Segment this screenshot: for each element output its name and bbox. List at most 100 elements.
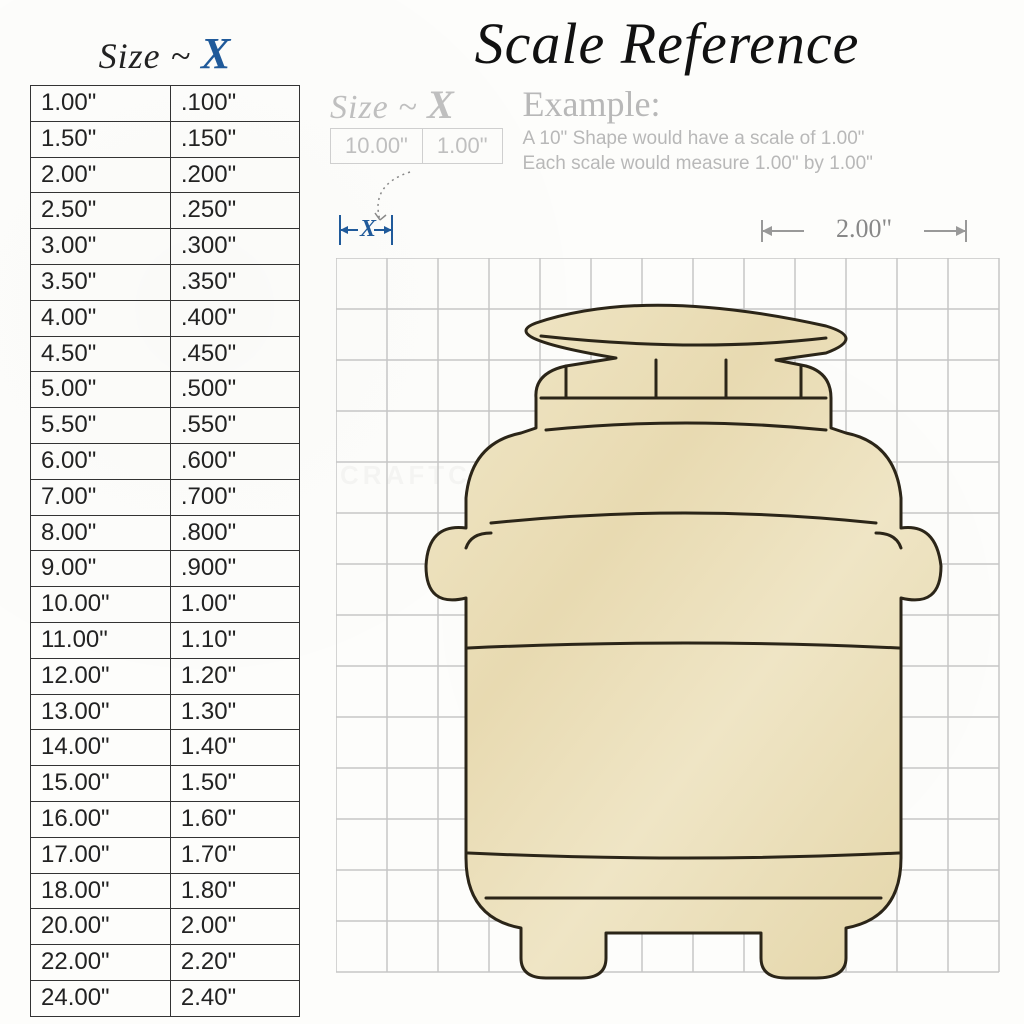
table-row: 12.00"1.20" bbox=[31, 658, 300, 694]
table-row: 7.00".700" bbox=[31, 479, 300, 515]
scale-cell: 2.40" bbox=[170, 980, 299, 1016]
table-row: 2.00".200" bbox=[31, 157, 300, 193]
size-cell: 6.00" bbox=[31, 443, 171, 479]
table-row: 5.00".500" bbox=[31, 372, 300, 408]
scale-cell: 1.80" bbox=[170, 873, 299, 909]
scale-cell: 1.00" bbox=[170, 587, 299, 623]
grid-svg bbox=[336, 258, 1008, 998]
scale-cell: 2.00" bbox=[170, 909, 299, 945]
scale-cell: 1.30" bbox=[170, 694, 299, 730]
size-cell: 12.00" bbox=[31, 658, 171, 694]
mini-heading: Size ~ X bbox=[330, 81, 503, 128]
size-cell: 20.00" bbox=[31, 909, 171, 945]
table-row: 11.00"1.10" bbox=[31, 622, 300, 658]
table-row: 20.00"2.00" bbox=[31, 909, 300, 945]
table-row: 13.00"1.30" bbox=[31, 694, 300, 730]
size-cell: 16.00" bbox=[31, 801, 171, 837]
table-heading-x: X bbox=[201, 29, 231, 78]
size-cell: 3.50" bbox=[31, 264, 171, 300]
scale-cell: .150" bbox=[170, 121, 299, 157]
example-title: Example: bbox=[523, 83, 1004, 125]
size-cell: 8.00" bbox=[31, 515, 171, 551]
reference-panel: Scale Reference Size ~ X 10.00" 1.00" Ex… bbox=[330, 10, 1004, 176]
scale-cell: .200" bbox=[170, 157, 299, 193]
size-cell: 17.00" bbox=[31, 837, 171, 873]
size-cell: 1.50" bbox=[31, 121, 171, 157]
size-cell: 5.00" bbox=[31, 372, 171, 408]
size-cell: 2.00" bbox=[31, 157, 171, 193]
scale-cell: 2.20" bbox=[170, 945, 299, 981]
scale-table: 1.00".100"1.50".150"2.00".200"2.50".250"… bbox=[30, 85, 300, 1017]
size-cell: 5.50" bbox=[31, 408, 171, 444]
example-line-2: Each scale would measure 1.00" by 1.00" bbox=[523, 152, 1004, 177]
dimension-two-inch: 2.00" bbox=[744, 210, 984, 250]
size-cell: 10.00" bbox=[31, 587, 171, 623]
size-cell: 24.00" bbox=[31, 980, 171, 1016]
mini-size-block: Size ~ X 10.00" 1.00" bbox=[330, 81, 503, 164]
scale-cell: 1.70" bbox=[170, 837, 299, 873]
size-cell: 4.00" bbox=[31, 300, 171, 336]
table-row: 1.00".100" bbox=[31, 86, 300, 122]
size-cell: 1.00" bbox=[31, 86, 171, 122]
mini-heading-prefix: Size ~ bbox=[330, 89, 427, 126]
scale-cell: .900" bbox=[170, 551, 299, 587]
dimension-x-label: X bbox=[360, 216, 376, 243]
size-cell: 2.50" bbox=[31, 193, 171, 229]
table-row: 8.00".800" bbox=[31, 515, 300, 551]
table-row: 4.50".450" bbox=[31, 336, 300, 372]
scale-cell: .100" bbox=[170, 86, 299, 122]
scale-cell: .400" bbox=[170, 300, 299, 336]
size-cell: 11.00" bbox=[31, 622, 171, 658]
table-row: 2.50".250" bbox=[31, 193, 300, 229]
dimension-two-inch-label: 2.00" bbox=[744, 214, 984, 244]
scale-cell: .550" bbox=[170, 408, 299, 444]
scale-cell: 1.50" bbox=[170, 766, 299, 802]
example-line-1: A 10" Shape would have a scale of 1.00" bbox=[523, 127, 1004, 152]
example-block: Example: A 10" Shape would have a scale … bbox=[523, 81, 1004, 176]
table-heading: Size ~ X bbox=[30, 28, 300, 79]
table-row: 1.50".150" bbox=[31, 121, 300, 157]
mini-table-left: 10.00" bbox=[331, 129, 423, 164]
mini-table: 10.00" 1.00" bbox=[330, 128, 503, 164]
scale-cell: 1.60" bbox=[170, 801, 299, 837]
scale-cell: .700" bbox=[170, 479, 299, 515]
size-cell: 18.00" bbox=[31, 873, 171, 909]
table-row: 6.00".600" bbox=[31, 443, 300, 479]
mini-table-right: 1.00" bbox=[422, 129, 502, 164]
table-row: 14.00"1.40" bbox=[31, 730, 300, 766]
table-row: 10.00"1.00" bbox=[31, 587, 300, 623]
table-row: 3.50".350" bbox=[31, 264, 300, 300]
table-row: 16.00"1.60" bbox=[31, 801, 300, 837]
size-cell: 3.00" bbox=[31, 229, 171, 265]
scale-cell: 1.40" bbox=[170, 730, 299, 766]
size-cell: 7.00" bbox=[31, 479, 171, 515]
table-row: 15.00"1.50" bbox=[31, 766, 300, 802]
table-row: 24.00"2.40" bbox=[31, 980, 300, 1016]
table-row: 22.00"2.20" bbox=[31, 945, 300, 981]
table-row: 9.00".900" bbox=[31, 551, 300, 587]
scale-cell: .600" bbox=[170, 443, 299, 479]
grid-area bbox=[336, 258, 1008, 998]
table-row: 4.00".400" bbox=[31, 300, 300, 336]
scale-cell: 1.20" bbox=[170, 658, 299, 694]
table-row: 5.50".550" bbox=[31, 408, 300, 444]
scale-cell: .450" bbox=[170, 336, 299, 372]
scale-cell: .500" bbox=[170, 372, 299, 408]
van-shape bbox=[426, 305, 941, 978]
scale-cell: 1.10" bbox=[170, 622, 299, 658]
mini-heading-x: X bbox=[427, 82, 455, 127]
scale-cell: .250" bbox=[170, 193, 299, 229]
size-cell: 15.00" bbox=[31, 766, 171, 802]
size-cell: 14.00" bbox=[31, 730, 171, 766]
page-title: Scale Reference bbox=[330, 10, 1004, 77]
table-heading-prefix: Size ~ bbox=[99, 36, 201, 76]
scale-cell: .350" bbox=[170, 264, 299, 300]
scale-cell: .300" bbox=[170, 229, 299, 265]
scale-cell: .800" bbox=[170, 515, 299, 551]
scale-table-panel: Size ~ X 1.00".100"1.50".150"2.00".200"2… bbox=[30, 28, 300, 1017]
size-cell: 9.00" bbox=[31, 551, 171, 587]
size-cell: 4.50" bbox=[31, 336, 171, 372]
dimension-x: X bbox=[330, 210, 450, 250]
size-cell: 22.00" bbox=[31, 945, 171, 981]
table-row: 17.00"1.70" bbox=[31, 837, 300, 873]
